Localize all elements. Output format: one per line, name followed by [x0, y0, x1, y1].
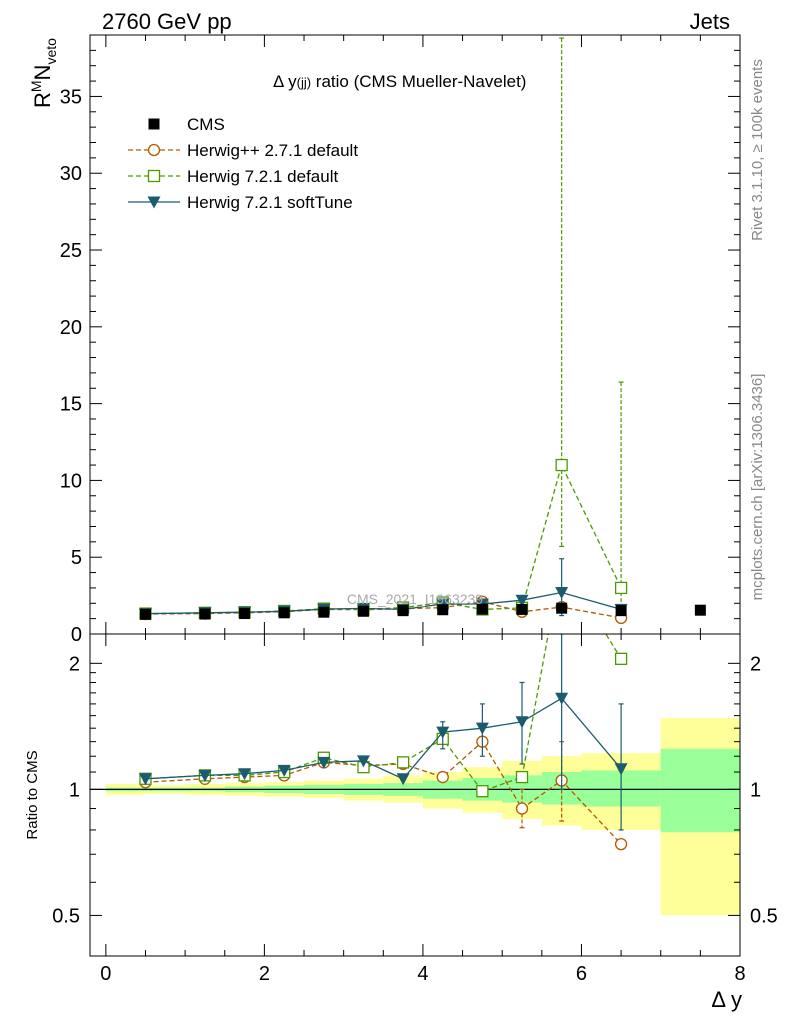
ratio-point-herwig-7-2-1-softtune: [555, 692, 569, 705]
main-point-cms: [397, 605, 409, 617]
main-point-cms: [556, 602, 568, 614]
title-sub: (jj): [297, 75, 311, 90]
y-tick-label: 20: [60, 317, 82, 339]
main-series-cms: [139, 602, 706, 620]
ratio-point-herwig-7-2-1-softtune: [198, 769, 212, 782]
legend-marker-herwig-7-2-1-softtune: [147, 196, 161, 209]
ratio-point-herwig-7-2-1-default: [515, 770, 529, 784]
main-point-cms: [694, 604, 706, 616]
x-axis-label: Δ y: [711, 987, 742, 1012]
ratio-y-tick-label-left: 2: [69, 653, 80, 675]
ratio-point-herwig-7-2-1-default: [476, 785, 489, 798]
main-line-herwig-7-2-1-softtune: [145, 591, 622, 615]
main-point-cms: [239, 608, 251, 620]
main-plot-panel: 0 5 10 15 20 25 30 35 Δ y(jj) ratio (CMS Muelle…: [28, 34, 741, 646]
main-point-herwig-7-2-1-softtune: [515, 594, 529, 607]
legend-label-cms: CMS: [187, 115, 225, 134]
main-point-cms: [615, 605, 627, 617]
main-plot-title: Δ y(jj) ratio (CMS Mueller-Navelet): [273, 72, 526, 91]
y-tick-label: 15: [60, 394, 82, 416]
title-suffix: ratio (CMS Mueller-Navelet): [311, 72, 526, 91]
ratio-y-tick-label-left: 0.5: [52, 905, 80, 927]
x-tick-label: 4: [417, 963, 428, 985]
main-point-cms: [199, 608, 211, 620]
ratio-point-herwig-7-2-1-softtune: [238, 768, 252, 781]
y-tick-label: 0: [71, 624, 82, 646]
ylabel-n: N: [30, 65, 55, 81]
header-right: Jets: [690, 9, 730, 34]
header-left: 2760 GeV pp: [102, 9, 232, 34]
main-point-herwig-7-2-1-default: [555, 458, 568, 472]
ratio-y-tick-label-left: 1: [69, 779, 80, 801]
main-point-cms: [476, 603, 488, 615]
main-point-herwig-7-2-1-default: [614, 581, 628, 595]
ratio-plot-frame: [89, 633, 741, 957]
legend-label-herwig-7-2-1-default: Herwig 7.2.1 default: [187, 167, 338, 186]
main-point-herwig-7-2-1-softtune: [555, 587, 569, 600]
legend: CMS Herwig++ 2.7.1 default Herwig 7.2.1 de…: [128, 115, 358, 212]
ratio-y-tick-label-right: 2: [750, 653, 761, 675]
mcplots-label: mcplots.cern.ch [arXiv:1306.3436]: [749, 374, 766, 601]
legend-label-herwig-7-2-1-softtune: Herwig 7.2.1 softTune: [187, 193, 353, 212]
ratio-point-herwig-2-7-1-default: [614, 837, 628, 851]
x-tick-label: 6: [576, 963, 587, 985]
main-point-cms: [437, 604, 449, 616]
legend-marker-cms: [148, 118, 160, 130]
y-tick-label: 35: [60, 86, 82, 108]
ratio-point-herwig-7-2-1-softtune: [475, 722, 489, 735]
legend-marker-herwig-2-7-1-default: [147, 143, 161, 157]
ratio-point-herwig-7-2-1-softtune: [138, 773, 152, 786]
y-tick-label: 25: [60, 240, 82, 262]
ratio-axis-ticks: 0.5 0.5 1 1 2 2 0 2 4 6 8: [52, 634, 778, 985]
x-tick-label: 0: [100, 963, 111, 985]
x-tick-label: 2: [259, 963, 270, 985]
main-y-ticks: 0 5 10 15 20 25 30 35: [60, 35, 741, 646]
ratio-plot-panel: 0.5 0.5 1 1 2 2 0 2 4 6 8 Ratio to CMS Δ y: [24, 633, 778, 1012]
ratio-y-tick-label-right: 0.5: [750, 905, 778, 927]
ratio-line-herwig-7-2-1-softtune: [145, 697, 622, 780]
legend-label-herwig-2-7-1-default: Herwig++ 2.7.1 default: [187, 141, 358, 160]
main-y-axis-label: RMNveto: [28, 38, 59, 108]
main-point-cms: [278, 607, 290, 619]
ratio-point-herwig-2-7-1-default: [436, 770, 449, 784]
main-point-cms: [357, 605, 369, 617]
y-tick-label: 5: [71, 547, 82, 569]
ratio-point-herwig-2-7-1-default: [515, 802, 529, 815]
main-point-cms: [318, 606, 330, 618]
ratio-y-axis-label: Ratio to CMS: [24, 750, 41, 839]
ratio-point-herwig-7-2-1-softtune: [436, 726, 450, 739]
ratio-point-herwig-7-2-1-softtune: [614, 763, 628, 776]
main-series-herwig-7-2-1-softtune: [138, 558, 628, 621]
ylabel-r: R: [30, 92, 55, 108]
main-point-cms: [139, 608, 151, 620]
ratio-point-herwig-7-2-1-default: [614, 652, 628, 665]
y-tick-label: 10: [60, 470, 82, 492]
uncertainty-band-green: [660, 748, 740, 833]
y-tick-label: 30: [60, 163, 82, 185]
ylabel-sub: veto: [43, 38, 59, 65]
ratio-point-herwig-7-2-1-softtune: [317, 756, 331, 769]
main-plot-content: [138, 37, 706, 625]
ratio-series-herwig-7-2-1-softtune: [138, 634, 628, 831]
main-point-cms: [516, 603, 528, 615]
ratio-point-herwig-7-2-1-softtune: [277, 764, 291, 777]
ratio-y-tick-label-right: 1: [750, 779, 761, 801]
ratio-point-herwig-7-2-1-softtune: [356, 755, 370, 768]
ratio-point-herwig-7-2-1-softtune: [396, 773, 410, 786]
x-tick-label: 8: [734, 963, 745, 985]
ratio-point-herwig-7-2-1-softtune: [515, 716, 529, 729]
ratio-plot-content: [90, 634, 740, 916]
rivet-label: Rivet 3.1.10, ≥ 100k events: [749, 59, 766, 241]
title-prefix: Δ y: [273, 72, 297, 91]
legend-marker-herwig-7-2-1-default: [147, 169, 161, 183]
ratio-point-herwig-7-2-1-default: [396, 756, 410, 769]
analysis-watermark: CMS_2021_I1963239: [347, 591, 483, 607]
ratio-line-herwig-7-2-1-default: [145, 634, 622, 792]
ylabel-sup: M: [28, 80, 44, 92]
